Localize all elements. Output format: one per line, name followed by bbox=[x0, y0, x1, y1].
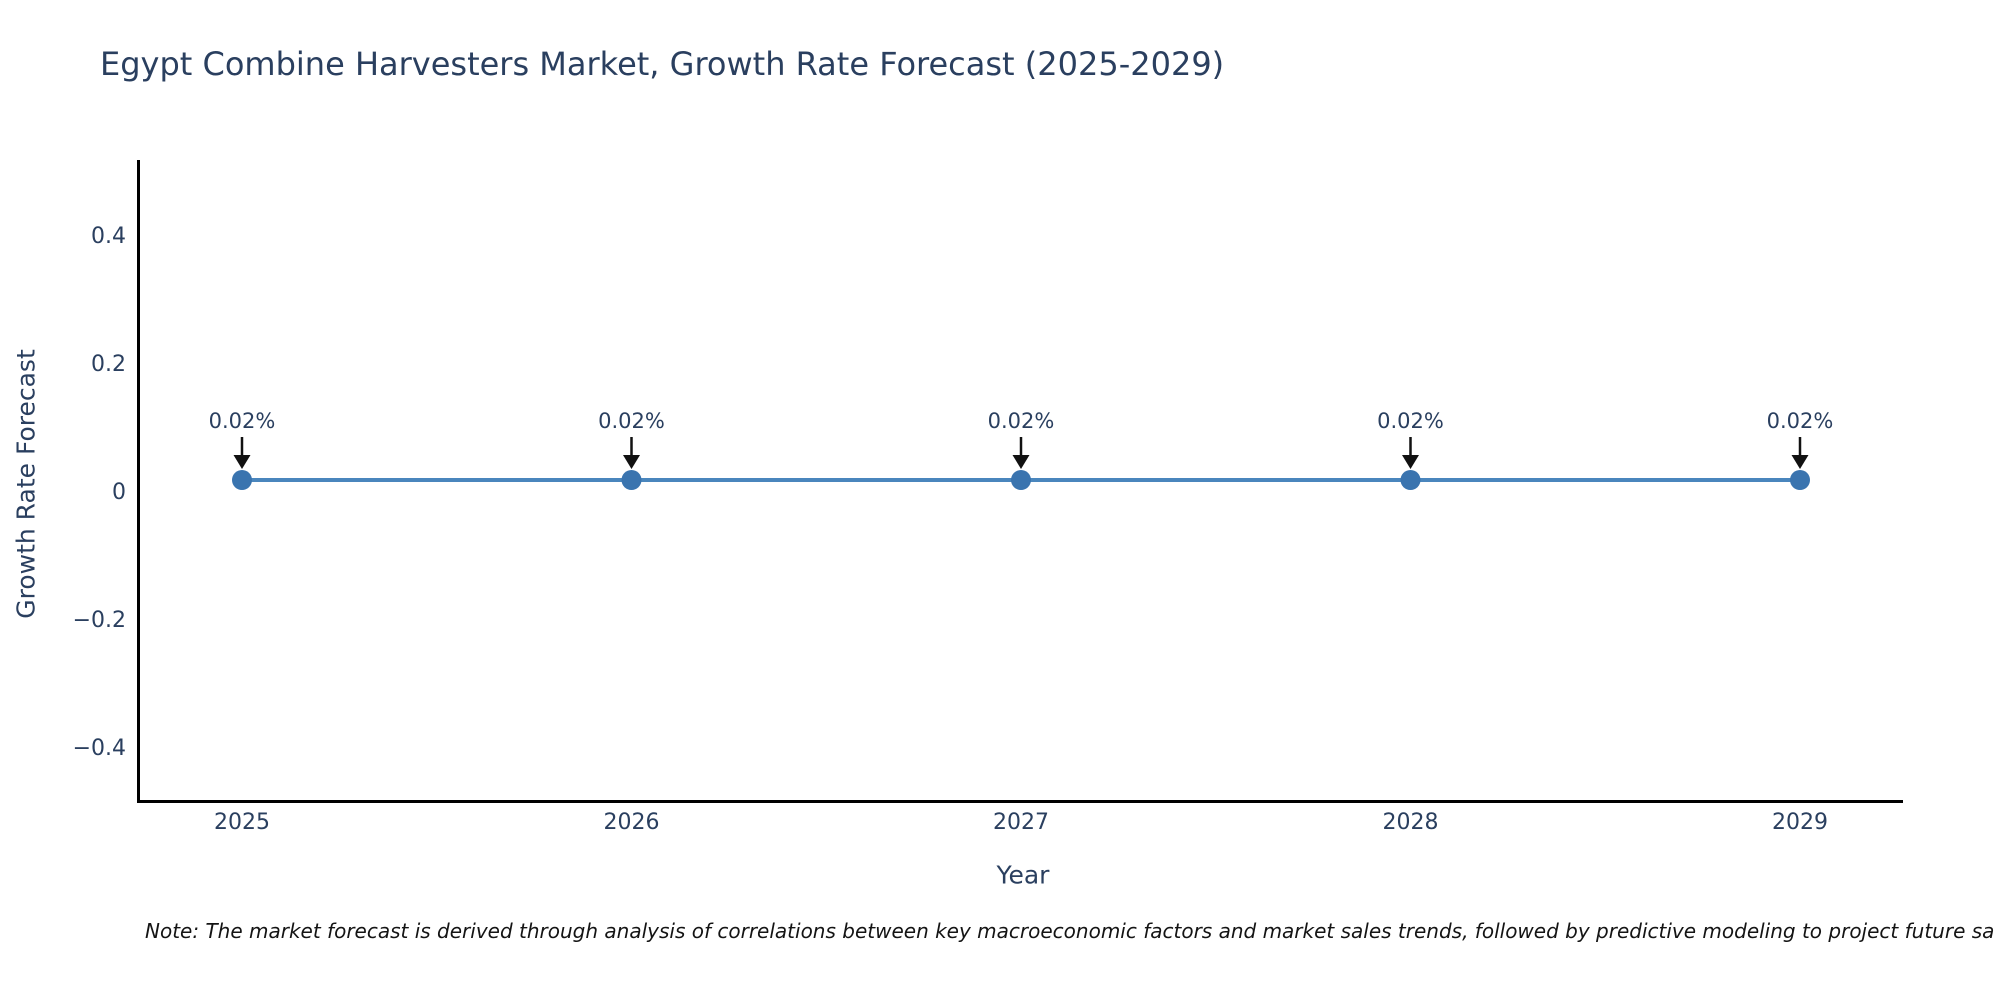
data-point-marker bbox=[1400, 470, 1421, 490]
x-tick-label: 2029 bbox=[1772, 810, 1828, 835]
point-value-label: 0.02% bbox=[598, 409, 665, 433]
y-tick-label: 0.4 bbox=[91, 223, 126, 249]
y-tick-label: 0.2 bbox=[91, 351, 126, 377]
x-tick-label: 2027 bbox=[993, 810, 1049, 835]
plot-area bbox=[137, 160, 1903, 803]
y-tick-label: −0.4 bbox=[72, 735, 126, 761]
y-tick-label: −0.2 bbox=[72, 607, 126, 633]
point-value-label: 0.02% bbox=[1766, 409, 1834, 433]
x-axis-title: Year bbox=[996, 860, 1050, 890]
annotation-arrow-head bbox=[233, 455, 251, 469]
x-tick-label: 2026 bbox=[603, 810, 660, 835]
y-axis-title: Growth Rate Forecast bbox=[11, 349, 41, 619]
data-point-marker bbox=[621, 470, 642, 490]
y-tick-label: 0 bbox=[112, 479, 126, 505]
data-point-marker bbox=[1011, 470, 1031, 490]
annotation-arrow-head bbox=[1012, 455, 1030, 469]
data-point-marker bbox=[232, 470, 252, 490]
data-point-marker bbox=[1790, 470, 1810, 490]
x-tick-label: 2025 bbox=[214, 810, 270, 835]
footnote: Note: The market forecast is derived thr… bbox=[145, 919, 1995, 943]
point-value-label: 0.02% bbox=[208, 409, 276, 433]
annotation-arrow-head bbox=[623, 455, 640, 469]
point-value-label: 0.02% bbox=[987, 409, 1055, 433]
annotation-arrow-head bbox=[1402, 455, 1419, 469]
annotation-arrow-head bbox=[1791, 455, 1809, 469]
x-tick-label: 2028 bbox=[1382, 810, 1439, 835]
chart-title: Egypt Combine Harvesters Market, Growth … bbox=[100, 45, 1225, 83]
point-value-label: 0.02% bbox=[1377, 409, 1444, 433]
